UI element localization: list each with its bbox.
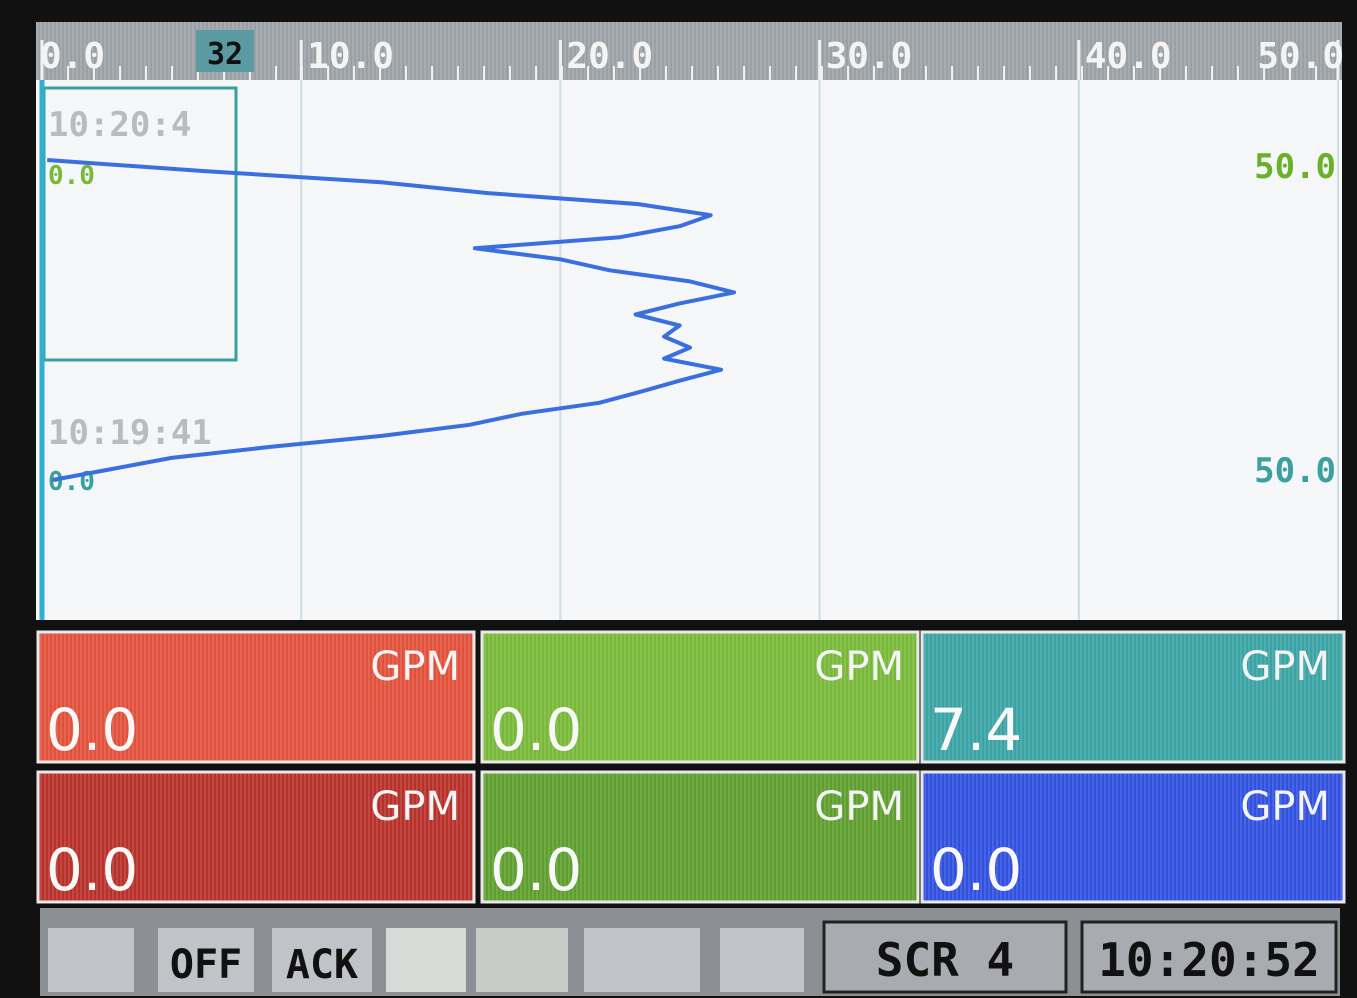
panel-unit: GPM — [370, 784, 460, 830]
screen-label: SCR 4 — [876, 933, 1014, 987]
panel-value: 0.0 — [930, 836, 1022, 904]
x-tick-label: 20.0 — [566, 36, 653, 77]
right-label: 50.0 — [1254, 451, 1336, 491]
x-tick-label: 30.0 — [826, 36, 913, 77]
panel-value: 0.0 — [490, 836, 582, 904]
right-label: 50.0 — [1254, 147, 1336, 187]
scanlines — [36, 22, 1342, 620]
print-button[interactable] — [720, 928, 804, 992]
panel-value: 0.0 — [490, 696, 582, 764]
trend-button[interactable] — [386, 928, 466, 992]
x-tick-label: 50.0 — [1257, 36, 1344, 77]
panel-unit: GPM — [814, 784, 904, 830]
keyboard-button[interactable] — [584, 928, 700, 992]
x-tick-label: 10.0 — [307, 36, 394, 77]
menu-button[interactable] — [48, 928, 134, 992]
panel-value: 7.4 — [930, 696, 1022, 764]
left-label: 0.0 — [48, 161, 95, 191]
button-label: OFF — [170, 942, 242, 988]
recorder-screen: 32 10:20:4 10:19:41 0.0 0.0 50.0 50.0 OF… — [0, 0, 1357, 998]
button-label: ACK — [286, 942, 358, 988]
screen: 32 10:20:4 10:19:41 0.0 0.0 50.0 50.0 OF… — [0, 0, 1357, 998]
time-label: 10:20:4 — [48, 105, 191, 145]
x-tick-label: 40.0 — [1085, 36, 1172, 77]
panel-value: 0.0 — [46, 696, 138, 764]
time-label: 10:19:41 — [48, 413, 212, 453]
panel-unit: GPM — [1240, 784, 1330, 830]
clock: 10:20:52 — [1098, 933, 1320, 987]
panel-unit: GPM — [370, 644, 460, 690]
panel-unit: GPM — [1240, 644, 1330, 690]
panel-unit: GPM — [814, 644, 904, 690]
cursor-label: 32 — [207, 37, 243, 72]
bar-button[interactable] — [476, 928, 568, 992]
x-tick-label: 0.0 — [40, 36, 105, 77]
panel-value: 0.0 — [46, 836, 138, 904]
